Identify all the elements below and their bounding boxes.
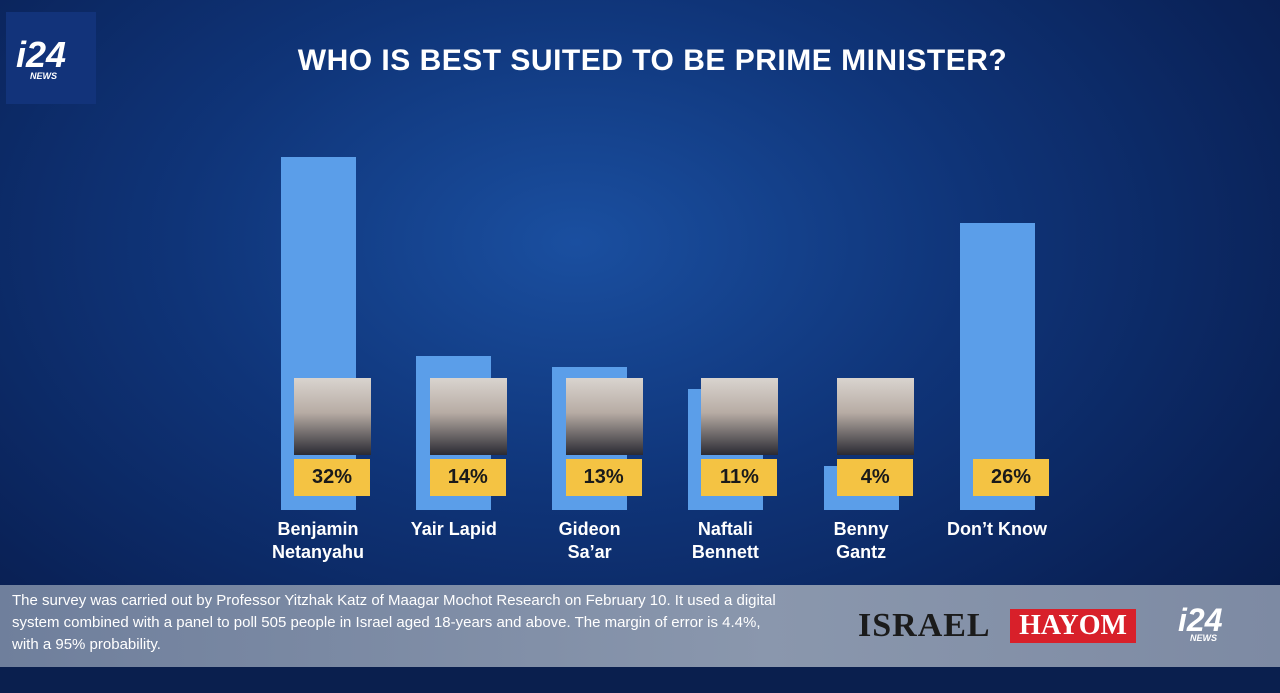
candidate-photo: [294, 378, 371, 455]
category-label: Benjamin Netanyahu: [271, 519, 365, 562]
logo-subtext: NEWS: [1190, 633, 1217, 643]
candidate-photo: [837, 378, 915, 455]
category-label: Benny Gantz: [833, 519, 889, 562]
candidate-photo: [565, 378, 643, 455]
candidate-photo: [429, 378, 507, 455]
paper-logo: HAYOM: [1010, 609, 1136, 643]
value-label: 26%: [973, 459, 1049, 496]
logo-text: i24: [16, 34, 67, 75]
footer-strip: [0, 667, 1280, 693]
candidate-photo: [701, 378, 779, 455]
category-label: Don’t Know: [947, 519, 1047, 539]
value-label: 13%: [565, 459, 642, 496]
value-label: 11%: [701, 459, 778, 496]
category-label: Yair Lapid: [410, 519, 497, 539]
logo-text: i24: [1178, 602, 1223, 638]
value-label: 14%: [429, 459, 506, 496]
category-label: Gideon Sa’ar: [558, 519, 621, 562]
category-label: Naftali Bennett: [691, 519, 759, 562]
footnote-line: The survey was carried out by Professor …: [12, 592, 776, 609]
logo-subtext: NEWS: [30, 71, 57, 81]
footnote-line: system combined with a panel to poll 505…: [12, 614, 761, 631]
channel-logo: i24 NEWS: [6, 12, 96, 104]
value-label: 32%: [294, 459, 370, 496]
value-label: 4%: [837, 459, 914, 496]
bar: [280, 157, 356, 510]
footnote-line: with a 95% probability.: [12, 636, 161, 653]
paper-logo: ISRAEL: [858, 607, 991, 644]
chart-title: WHO IS BEST SUITED TO BE PRIME MINISTER?: [297, 44, 1008, 77]
